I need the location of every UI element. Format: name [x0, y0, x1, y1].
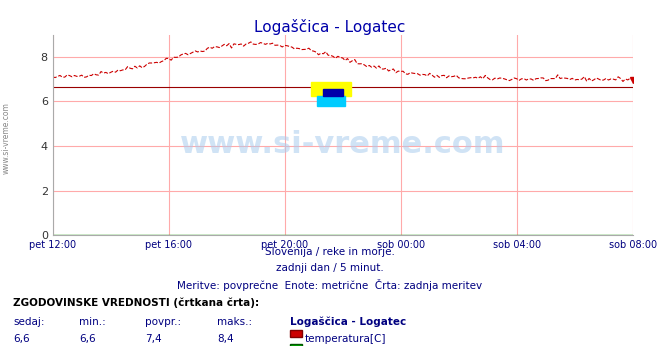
Text: Logaščica - Logatec: Logaščica - Logatec — [290, 317, 406, 327]
Text: sedaj:: sedaj: — [13, 317, 45, 327]
Bar — [323, 89, 343, 96]
Text: 7,4: 7,4 — [145, 334, 161, 344]
Bar — [311, 82, 351, 96]
Text: maks.:: maks.: — [217, 317, 252, 327]
Bar — [317, 96, 345, 106]
Text: 6,6: 6,6 — [13, 334, 30, 344]
Text: zadnji dan / 5 minut.: zadnji dan / 5 minut. — [275, 263, 384, 273]
Text: min.:: min.: — [79, 317, 106, 327]
Text: ZGODOVINSKE VREDNOSTI (črtkana črta):: ZGODOVINSKE VREDNOSTI (črtkana črta): — [13, 298, 259, 308]
Text: Slovenija / reke in morje.: Slovenija / reke in morje. — [264, 247, 395, 257]
Text: www.si-vreme.com: www.si-vreme.com — [2, 102, 11, 174]
Text: 8,4: 8,4 — [217, 334, 234, 344]
Text: 6,6: 6,6 — [79, 334, 96, 344]
Text: Meritve: povprečne  Enote: metrične  Črta: zadnja meritev: Meritve: povprečne Enote: metrične Črta:… — [177, 279, 482, 291]
Text: www.si-vreme.com: www.si-vreme.com — [180, 130, 505, 160]
Text: povpr.:: povpr.: — [145, 317, 181, 327]
Text: Logaščica - Logatec: Logaščica - Logatec — [254, 19, 405, 35]
Text: temperatura[C]: temperatura[C] — [304, 334, 386, 344]
